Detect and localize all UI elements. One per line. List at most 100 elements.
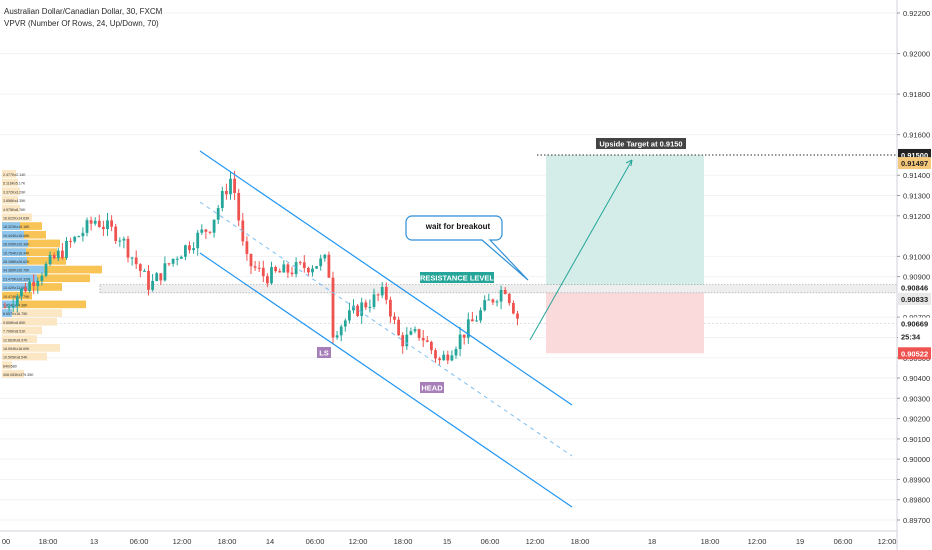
candle-body [89, 220, 93, 224]
candle-body [188, 245, 191, 251]
vp-bar [2, 196, 18, 204]
candle-body [155, 273, 159, 282]
projection-arrowhead [625, 159, 633, 167]
candle-body [200, 229, 204, 233]
candle-body [516, 313, 519, 319]
time-tick-label: 06:00 [481, 537, 500, 546]
candle-body [372, 294, 376, 307]
candle-body [56, 250, 60, 259]
candle-body [454, 349, 458, 356]
time-tick-label: 18:00 [571, 537, 590, 546]
vp-bar-up [2, 222, 20, 230]
candle-body [397, 319, 400, 336]
vp-label: 9.824Kx24.38K [3, 304, 28, 308]
stop-price-label-bg [898, 347, 931, 360]
candle-body [389, 299, 392, 317]
candle-body [52, 255, 56, 259]
candle-body [28, 281, 31, 292]
candle-body [204, 229, 208, 232]
vp-label: 18.594Kx18.69K [3, 347, 30, 351]
candle-body [290, 272, 294, 275]
vp-bar [2, 361, 12, 370]
candle-body [507, 293, 511, 304]
candle-body [261, 267, 265, 277]
vp-bar [2, 344, 60, 352]
time-tick-label: 18:00 [394, 537, 413, 546]
vp-label: 10.505Kx8.54K [3, 356, 28, 360]
candle-body [503, 289, 507, 294]
candle-body [167, 263, 171, 265]
vp-bar-up [2, 309, 12, 317]
vp-label: 23.475Kx26.32K [3, 277, 30, 281]
grid-lines [0, 12, 897, 521]
candle-body [220, 191, 224, 209]
countdown-label-bg [898, 330, 931, 343]
candle-body [138, 264, 142, 271]
candle-body [151, 281, 154, 290]
candle-body [294, 262, 298, 275]
vp-bar [2, 257, 66, 265]
candle-body [384, 286, 388, 300]
candle-body [11, 305, 15, 308]
candle-body [298, 262, 302, 264]
time-tick-label: 15 [443, 537, 451, 546]
upside-target-label-bg [596, 138, 686, 149]
candle-body [85, 220, 89, 233]
candle-body [331, 277, 335, 338]
candle-body [44, 264, 48, 276]
time-tick-label: 06:00 [306, 537, 325, 546]
candle-body [360, 302, 364, 316]
price-tick-label: 0.91800 [903, 90, 930, 99]
vp-bar [2, 300, 86, 309]
candle-body [126, 238, 130, 258]
target-price-label: 0.91500 [901, 151, 928, 160]
time-tick-label: 18:00 [218, 537, 237, 546]
price-tick-label: 0.91400 [903, 171, 930, 180]
time-tick-label: 18 [648, 537, 656, 546]
vp-bar [2, 274, 90, 283]
candle-body [307, 268, 310, 273]
candle-body [462, 334, 466, 338]
vp-bar [2, 317, 57, 326]
candle-body [270, 267, 273, 284]
candle-body [466, 319, 470, 338]
candle-body [335, 335, 339, 338]
candle-body [15, 296, 19, 306]
candle-body [356, 305, 359, 316]
candle-body [32, 281, 36, 287]
candle-body [352, 305, 355, 311]
target-alt-price-label: 0.91497 [901, 159, 928, 168]
price-tick-label: 0.91600 [903, 131, 930, 140]
descending-channel[interactable] [199, 150, 633, 508]
candle-body [471, 319, 474, 322]
candle-body [413, 329, 417, 332]
candle-body [405, 334, 409, 347]
candle-body [134, 257, 138, 265]
vp-label: 408.053Kx379.35K [3, 373, 34, 377]
candle-body [302, 262, 306, 269]
candle-body [368, 306, 372, 308]
vp-label: 12.663Kx8.97K [3, 338, 28, 342]
vp-label: 4.975Kx8.76K [3, 208, 26, 212]
vp-bar [2, 248, 57, 256]
candle-body [171, 258, 175, 264]
vp-bar [2, 309, 62, 317]
time-tick-label: 12:00 [878, 537, 897, 546]
vp-bar [2, 283, 62, 291]
candle-body [184, 245, 187, 257]
candle-body [491, 299, 495, 303]
vp-bar-up [2, 265, 44, 274]
candle-body [225, 191, 228, 195]
time-tick-label: 06:00 [834, 537, 853, 546]
candle-body [48, 255, 52, 265]
price-axis[interactable]: 0.92200 0.92000 0.91800 0.91600 0.91400 0.913… [896, 0, 932, 550]
candle-body [430, 341, 433, 351]
candle-body [216, 208, 220, 220]
candle-body [163, 263, 167, 281]
time-axis[interactable]: 00 18:00 13 06:00 12:00 18:00 14 06:00 12:00 18:0… [0, 530, 897, 546]
candle-body [130, 257, 134, 259]
candle-body [40, 275, 44, 281]
candle-body [233, 178, 236, 193]
candle-body [208, 231, 212, 233]
